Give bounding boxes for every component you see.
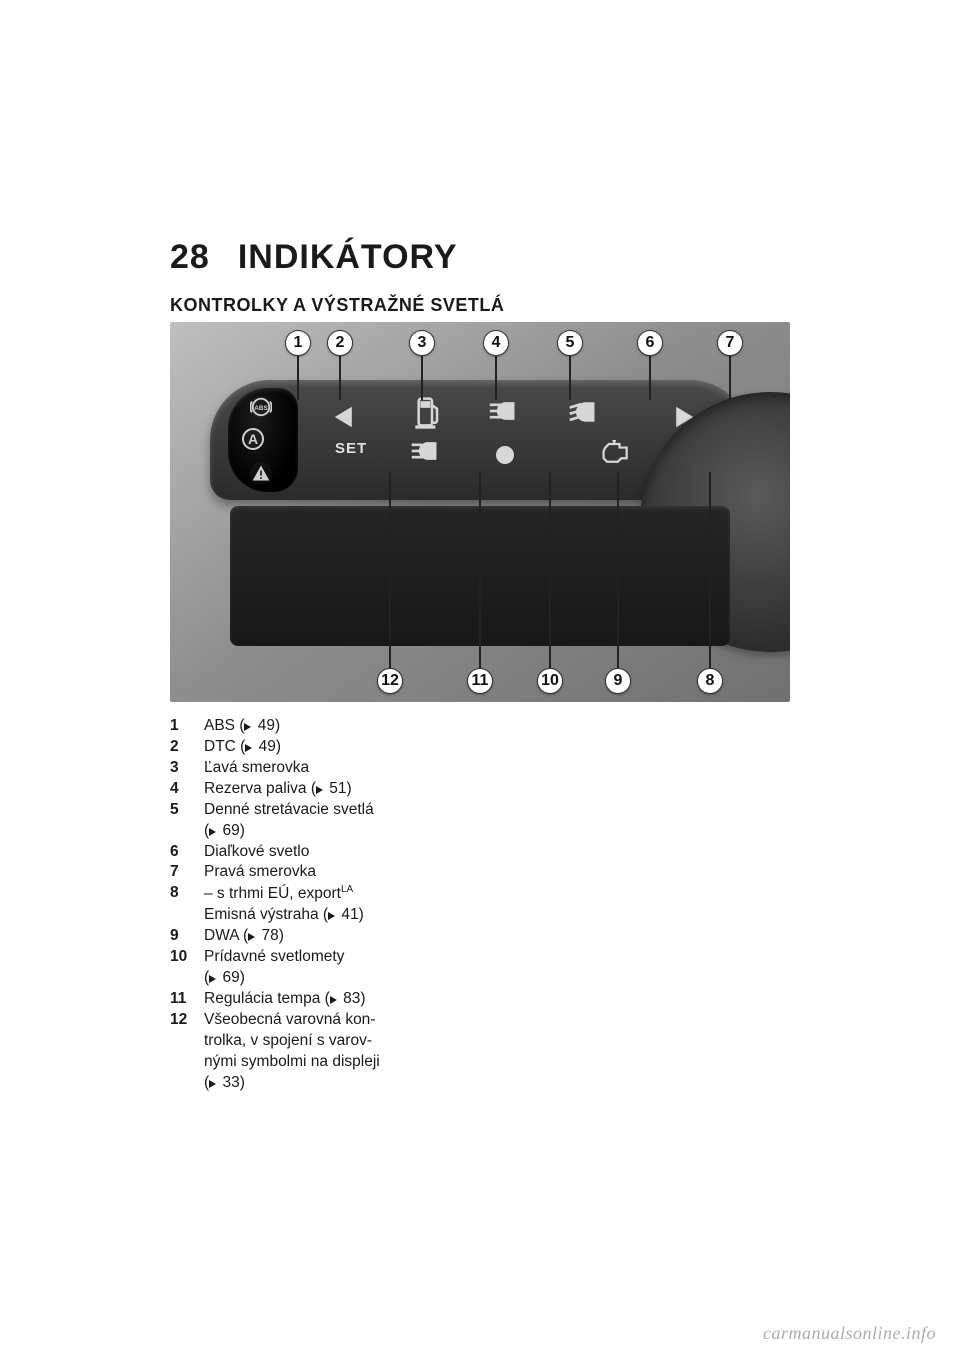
callout-1: 1 xyxy=(285,330,311,356)
legend-item: 8 – s trhmi EÚ, exportLAEmisná výstraha (… xyxy=(170,883,530,926)
legend-item-text: DWA ( 78) xyxy=(204,926,530,947)
drl-icon xyxy=(410,440,440,462)
set-label: SET xyxy=(335,440,367,457)
svg-text:ABS: ABS xyxy=(254,405,268,412)
legend-item-text: Ľavá smerovka xyxy=(204,758,530,779)
callout-leader xyxy=(709,472,711,668)
page-header: 28 INDIKÁTORY xyxy=(170,238,810,277)
legend-item-number: 11 xyxy=(170,989,192,1010)
page-title: INDIKÁTORY xyxy=(238,238,458,277)
callout-leader xyxy=(297,356,299,400)
legend-item-number: 2 xyxy=(170,737,192,758)
abs-icon: ABS xyxy=(250,396,272,418)
legend-item-text: Pravá smerovka xyxy=(204,862,530,883)
callout-8: 8 xyxy=(697,668,723,694)
dwa-indicator-icon xyxy=(496,446,514,464)
callout-leader xyxy=(549,472,551,668)
legend-item: 1 ABS ( 49) xyxy=(170,716,530,737)
legend-item: 12Všeobecná varovná kon-trolka, v spojen… xyxy=(170,1010,530,1094)
callout-10: 10 xyxy=(537,668,563,694)
callout-5: 5 xyxy=(557,330,583,356)
legend-item-number: 12 xyxy=(170,1010,192,1094)
left-turn-icon xyxy=(328,400,362,434)
legend-item: 7 Pravá smerovka xyxy=(170,862,530,883)
callout-leader xyxy=(617,472,619,668)
section-title: KONTROLKY A VÝSTRAŽNÉ SVETLÁ xyxy=(170,295,810,316)
legend-item-text: – s trhmi EÚ, exportLAEmisná výstraha ( … xyxy=(204,883,530,926)
left-warning-cluster: ABS A xyxy=(228,388,298,492)
legend-item: 11 Regulácia tempa ( 83) xyxy=(170,989,530,1010)
legend-item-text: Prídavné svetlomety( 69) xyxy=(204,947,530,989)
fuel-icon xyxy=(410,392,444,432)
callout-6: 6 xyxy=(637,330,663,356)
warning-triangle-icon xyxy=(250,462,272,484)
callout-leader xyxy=(479,472,481,668)
callout-7: 7 xyxy=(717,330,743,356)
legend-item-number: 1 xyxy=(170,716,192,737)
legend-item-number: 3 xyxy=(170,758,192,779)
legend-item: 9 DWA ( 78) xyxy=(170,926,530,947)
high-beam-icon xyxy=(488,400,518,422)
callout-leader xyxy=(729,356,731,400)
legend-item-text: Všeobecná varovná kon-trolka, v spojení … xyxy=(204,1010,530,1094)
legend-item-text: DTC ( 49) xyxy=(204,737,530,758)
callout-leader xyxy=(495,356,497,400)
callout-11: 11 xyxy=(467,668,493,694)
callout-9: 9 xyxy=(605,668,631,694)
legend-item-text: Regulácia tempa ( 83) xyxy=(204,989,530,1010)
engine-icon xyxy=(600,440,632,464)
legend-item-text: ABS ( 49) xyxy=(204,716,530,737)
page-number: 28 xyxy=(170,238,210,277)
legend-item-number: 7 xyxy=(170,862,192,883)
callout-2: 2 xyxy=(327,330,353,356)
legend-item-number: 4 xyxy=(170,779,192,800)
legend-item-number: 9 xyxy=(170,926,192,947)
page: 28 INDIKÁTORY KONTROLKY A VÝSTRAŽNÉ SVET… xyxy=(0,0,960,1362)
legend-item: 5 Denné stretávacie svetlá( 69) xyxy=(170,800,530,842)
callout-leader xyxy=(569,356,571,400)
legend-item: 4 Rezerva paliva ( 51) xyxy=(170,779,530,800)
callout-4: 4 xyxy=(483,330,509,356)
dashboard-figure: ABS A SET xyxy=(170,322,790,702)
legend-item-text: Rezerva paliva ( 51) xyxy=(204,779,530,800)
legend-item: 3 Ľavá smerovka xyxy=(170,758,530,779)
legend-item-number: 8 xyxy=(170,883,192,926)
callout-3: 3 xyxy=(409,330,435,356)
legend-item-number: 5 xyxy=(170,800,192,842)
legend-item-text: Denné stretávacie svetlá( 69) xyxy=(204,800,530,842)
legend-item-number: 10 xyxy=(170,947,192,989)
legend-item-number: 6 xyxy=(170,842,192,863)
legend-item: 2 DTC ( 49) xyxy=(170,737,530,758)
legend-list: 1 ABS ( 49) 2 DTC ( 49) 3 Ľavá smerovka 4 Rezer… xyxy=(170,716,530,1094)
callout-leader xyxy=(649,356,651,400)
callout-leader xyxy=(339,356,341,400)
aux-light-icon xyxy=(568,400,598,424)
legend-item-text: Diaľkové svetlo xyxy=(204,842,530,863)
legend-item: 10 Prídavné svetlomety( 69) xyxy=(170,947,530,989)
callout-12: 12 xyxy=(377,668,403,694)
dtc-icon: A xyxy=(242,428,264,450)
watermark: carmanualsonline.info xyxy=(763,1323,936,1344)
callout-leader xyxy=(389,472,391,668)
legend-item: 6 Diaľkové svetlo xyxy=(170,842,530,863)
content-column: 28 INDIKÁTORY KONTROLKY A VÝSTRAŽNÉ SVET… xyxy=(170,238,810,1094)
callout-leader xyxy=(421,356,423,400)
